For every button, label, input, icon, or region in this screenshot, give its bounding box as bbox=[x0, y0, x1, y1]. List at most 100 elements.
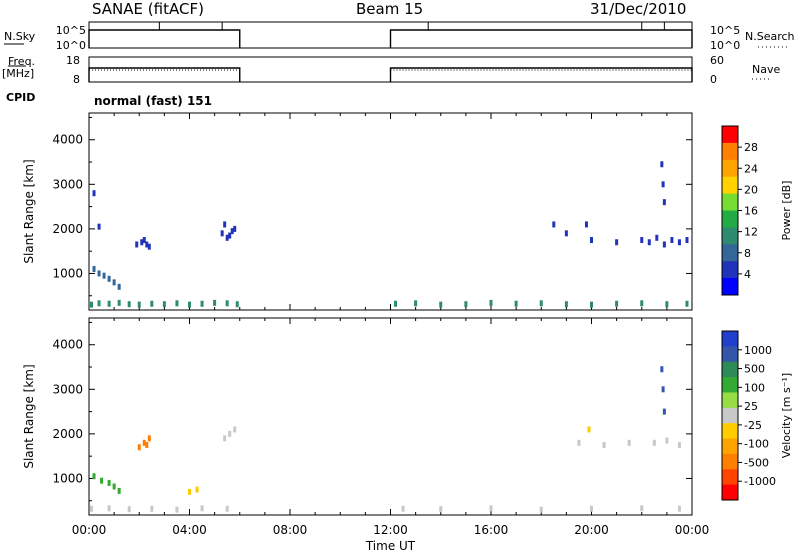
beam-title: Beam 15 bbox=[356, 0, 424, 18]
power-data-point bbox=[660, 161, 664, 168]
power-data-point bbox=[590, 301, 593, 308]
power-colorbar-cell bbox=[722, 227, 738, 245]
power-colorbar-cell bbox=[722, 176, 738, 195]
power-data-point bbox=[584, 221, 588, 228]
power-data-point bbox=[220, 230, 224, 237]
power-data-point bbox=[552, 221, 556, 228]
nsearch-right-tick: 10^5 bbox=[710, 24, 740, 37]
velocity-colorbar-cell bbox=[722, 484, 738, 501]
power-data-point bbox=[640, 237, 644, 244]
velocity-data-point bbox=[92, 473, 96, 480]
power-data-point bbox=[590, 237, 593, 244]
power-ytick-label: 4000 bbox=[52, 133, 83, 147]
velocity-colorbar-cell bbox=[722, 453, 738, 470]
velocity-colorbar-label: -500 bbox=[744, 456, 769, 469]
velocity-colorbar-label: -1000 bbox=[744, 475, 776, 488]
power-data-point bbox=[394, 300, 398, 307]
power-data-point bbox=[107, 300, 111, 307]
nsearch-right-tick: 10^0 bbox=[710, 39, 740, 52]
xtick-label: 12:00 bbox=[373, 523, 408, 537]
power-colorbar-cell bbox=[722, 126, 738, 144]
velocity-data-point bbox=[233, 426, 237, 433]
power-data-point bbox=[439, 301, 443, 308]
power-data-point bbox=[107, 275, 111, 282]
power-colorbar-cell bbox=[722, 159, 738, 178]
velocity-data-point bbox=[107, 505, 111, 512]
velocity-colorbar-cell bbox=[722, 423, 738, 440]
power-data-point bbox=[117, 299, 121, 306]
power-data-point bbox=[175, 300, 179, 307]
power-colorbar-label: 20 bbox=[744, 183, 758, 196]
cpid-value: normal (fast) 151 bbox=[94, 94, 212, 108]
velocity-colorbar-label: 100 bbox=[744, 381, 765, 394]
velocity-data-point bbox=[223, 435, 227, 442]
power-ytick-label: 1000 bbox=[52, 266, 83, 280]
xtick-label: 00:00 bbox=[675, 523, 710, 537]
power-colorbar-cell bbox=[722, 142, 738, 161]
power-data-point bbox=[677, 239, 681, 246]
power-colorbar-cell bbox=[722, 210, 738, 228]
power-data-point bbox=[685, 237, 689, 244]
power-data-point bbox=[92, 265, 96, 272]
power-data-point bbox=[539, 300, 543, 307]
velocity-data-point bbox=[228, 430, 232, 437]
velocity-data-point bbox=[127, 506, 131, 513]
velocity-colorbar-cell bbox=[722, 331, 738, 347]
power-colorbar-cell bbox=[722, 244, 738, 262]
power-data-point bbox=[147, 243, 151, 250]
velocity-ytick-label: 2000 bbox=[52, 427, 83, 441]
freq-trace bbox=[88, 67, 241, 82]
station-title: SANAE (fitACF) bbox=[92, 0, 204, 18]
xtick-label: 04:00 bbox=[172, 523, 207, 537]
velocity-data-point bbox=[539, 506, 543, 513]
velocity-data-point bbox=[112, 483, 116, 490]
power-data-point bbox=[225, 234, 229, 241]
velocity-data-point bbox=[602, 442, 606, 449]
power-data-point bbox=[223, 221, 227, 228]
power-data-point bbox=[127, 301, 131, 308]
velocity-data-point bbox=[107, 479, 111, 486]
power-data-point bbox=[414, 300, 418, 307]
nsky-trace bbox=[389, 29, 693, 48]
power-data-point bbox=[117, 283, 121, 290]
velocity-ytick-label: 4000 bbox=[52, 338, 83, 352]
velocity-data-point bbox=[137, 444, 141, 451]
velocity-data-point bbox=[677, 442, 681, 449]
velocity-colorbar-label: 500 bbox=[744, 363, 765, 376]
power-data-point bbox=[112, 279, 116, 286]
velocity-data-point bbox=[145, 442, 149, 449]
power-data-point bbox=[97, 270, 101, 277]
power-data-point bbox=[665, 301, 669, 308]
power-data-point bbox=[150, 300, 154, 307]
velocity-ytick-label: 3000 bbox=[52, 382, 83, 396]
power-colorbar-label: 12 bbox=[744, 226, 758, 239]
velocity-data-point bbox=[401, 505, 405, 512]
velocity-colorbar-label: 25 bbox=[744, 400, 758, 413]
freq-left-tick: 18 bbox=[66, 54, 80, 67]
power-data-point bbox=[97, 223, 101, 230]
velocity-data-point bbox=[147, 435, 151, 442]
velocity-colorbar-frame bbox=[721, 330, 739, 501]
power-data-point bbox=[615, 239, 619, 246]
velocity-panel-frame bbox=[88, 317, 693, 516]
power-data-point bbox=[102, 272, 106, 279]
nsky-left-tick: 10^0 bbox=[56, 39, 86, 52]
power-data-point bbox=[90, 301, 94, 308]
xtick-label: 16:00 bbox=[474, 523, 509, 537]
power-data-point bbox=[514, 300, 518, 307]
velocity-colorbar-cell bbox=[722, 392, 738, 409]
power-colorbar-cell bbox=[722, 193, 738, 211]
nsky-trace bbox=[88, 29, 241, 48]
power-data-point bbox=[97, 300, 101, 307]
velocity-data-point bbox=[117, 487, 121, 494]
power-colorbar-label: 28 bbox=[744, 141, 758, 154]
xlabel: Time UT bbox=[365, 539, 416, 553]
velocity-colorbar-cell bbox=[722, 377, 738, 393]
power-data-point bbox=[140, 239, 144, 246]
power-data-point bbox=[230, 228, 234, 235]
freq-left-tick: 8 bbox=[73, 73, 80, 86]
velocity-colorbar-label: -25 bbox=[744, 419, 762, 432]
power-data-point bbox=[655, 234, 659, 241]
power-data-point bbox=[225, 300, 229, 307]
velocity-colorbar-label: 1000 bbox=[744, 344, 772, 357]
